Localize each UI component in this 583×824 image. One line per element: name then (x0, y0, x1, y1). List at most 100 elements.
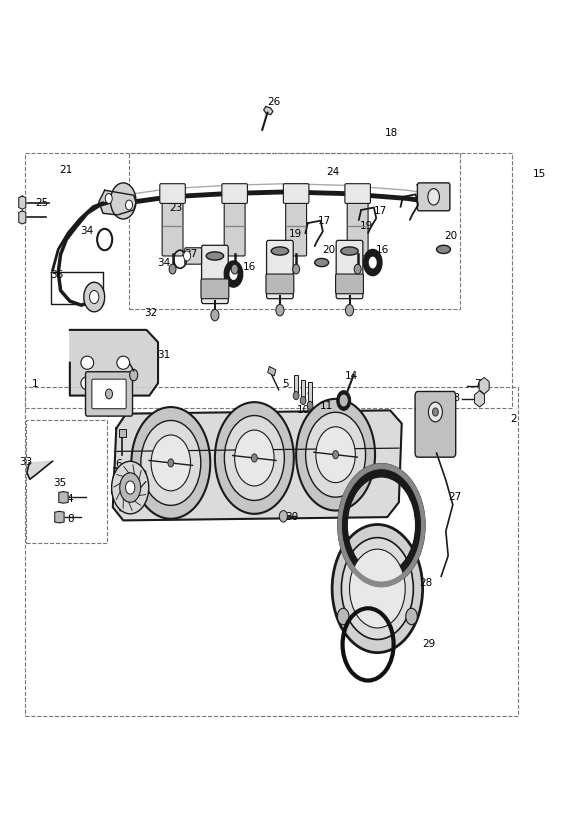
Circle shape (125, 481, 135, 494)
Text: 35: 35 (53, 478, 66, 488)
Circle shape (429, 402, 442, 422)
Text: 36: 36 (50, 269, 63, 280)
FancyBboxPatch shape (160, 184, 185, 204)
Text: 17: 17 (374, 206, 388, 216)
FancyBboxPatch shape (336, 241, 363, 298)
Circle shape (111, 461, 149, 514)
Text: 27: 27 (448, 492, 462, 502)
Circle shape (475, 392, 484, 405)
Circle shape (350, 549, 405, 628)
Circle shape (234, 430, 274, 486)
Text: 7: 7 (474, 379, 480, 389)
Polygon shape (70, 330, 158, 396)
Polygon shape (27, 461, 52, 480)
Text: 26: 26 (268, 97, 281, 107)
Text: 19: 19 (289, 229, 302, 239)
Text: 17: 17 (415, 184, 428, 194)
Circle shape (433, 408, 438, 416)
Circle shape (141, 420, 201, 505)
Text: 9: 9 (307, 391, 314, 401)
Circle shape (231, 265, 238, 274)
Text: 29: 29 (423, 639, 436, 649)
Text: 10: 10 (297, 405, 310, 415)
FancyBboxPatch shape (417, 183, 450, 211)
Circle shape (110, 183, 136, 219)
Text: 20: 20 (444, 232, 457, 241)
Ellipse shape (81, 377, 94, 390)
Circle shape (332, 525, 423, 653)
Text: 22: 22 (125, 199, 138, 208)
Circle shape (90, 290, 99, 303)
Bar (268, 367, 276, 376)
Ellipse shape (81, 356, 94, 369)
FancyBboxPatch shape (185, 248, 202, 265)
Circle shape (120, 473, 141, 503)
Bar (26, 420, 107, 543)
Text: 25: 25 (36, 199, 48, 208)
Text: 4: 4 (104, 409, 110, 419)
FancyBboxPatch shape (201, 279, 229, 298)
Text: 1: 1 (31, 379, 38, 389)
Circle shape (125, 200, 132, 210)
Circle shape (479, 379, 489, 392)
Circle shape (307, 401, 313, 410)
Text: 15: 15 (533, 169, 546, 179)
Text: 6: 6 (115, 459, 122, 469)
Circle shape (333, 451, 339, 459)
Ellipse shape (206, 252, 224, 260)
Ellipse shape (315, 259, 329, 267)
FancyBboxPatch shape (415, 391, 456, 457)
Circle shape (251, 454, 257, 462)
Text: 37: 37 (184, 250, 198, 260)
Circle shape (342, 537, 413, 639)
Circle shape (316, 427, 355, 483)
Bar (301, 380, 305, 400)
Text: 34: 34 (80, 227, 94, 236)
Text: 34: 34 (157, 258, 170, 268)
Ellipse shape (341, 247, 358, 255)
Circle shape (224, 415, 285, 500)
Circle shape (211, 309, 219, 321)
Text: 30: 30 (285, 513, 298, 522)
Circle shape (339, 394, 349, 407)
FancyBboxPatch shape (345, 184, 370, 204)
Text: 19: 19 (360, 221, 374, 231)
Ellipse shape (271, 247, 289, 255)
FancyBboxPatch shape (266, 241, 293, 298)
Polygon shape (99, 190, 136, 215)
Polygon shape (19, 211, 26, 224)
Text: 12: 12 (420, 442, 433, 452)
Circle shape (151, 435, 191, 491)
Circle shape (279, 511, 287, 522)
Text: 11: 11 (319, 401, 333, 411)
FancyBboxPatch shape (224, 202, 245, 256)
FancyBboxPatch shape (266, 274, 294, 293)
Text: 24: 24 (326, 167, 340, 177)
Text: 32: 32 (144, 308, 157, 318)
Text: 20: 20 (322, 246, 335, 255)
Text: 18: 18 (385, 128, 398, 138)
Ellipse shape (117, 356, 129, 369)
Circle shape (184, 251, 191, 261)
Circle shape (168, 459, 174, 467)
Text: 31: 31 (157, 349, 170, 359)
Circle shape (296, 399, 375, 511)
Ellipse shape (437, 246, 451, 254)
Polygon shape (113, 410, 402, 521)
Text: 8: 8 (68, 513, 74, 524)
Circle shape (300, 396, 306, 405)
Bar (24, 153, 512, 408)
FancyBboxPatch shape (347, 202, 368, 256)
Text: 5: 5 (282, 379, 289, 389)
Circle shape (129, 369, 138, 381)
FancyBboxPatch shape (336, 274, 363, 293)
Text: 14: 14 (345, 371, 359, 381)
FancyBboxPatch shape (162, 202, 183, 256)
Circle shape (293, 265, 300, 274)
Circle shape (354, 265, 361, 274)
Text: 3: 3 (91, 392, 97, 402)
Text: 28: 28 (420, 578, 433, 588)
Circle shape (346, 304, 353, 316)
Text: 16: 16 (243, 262, 256, 272)
FancyBboxPatch shape (86, 372, 132, 416)
